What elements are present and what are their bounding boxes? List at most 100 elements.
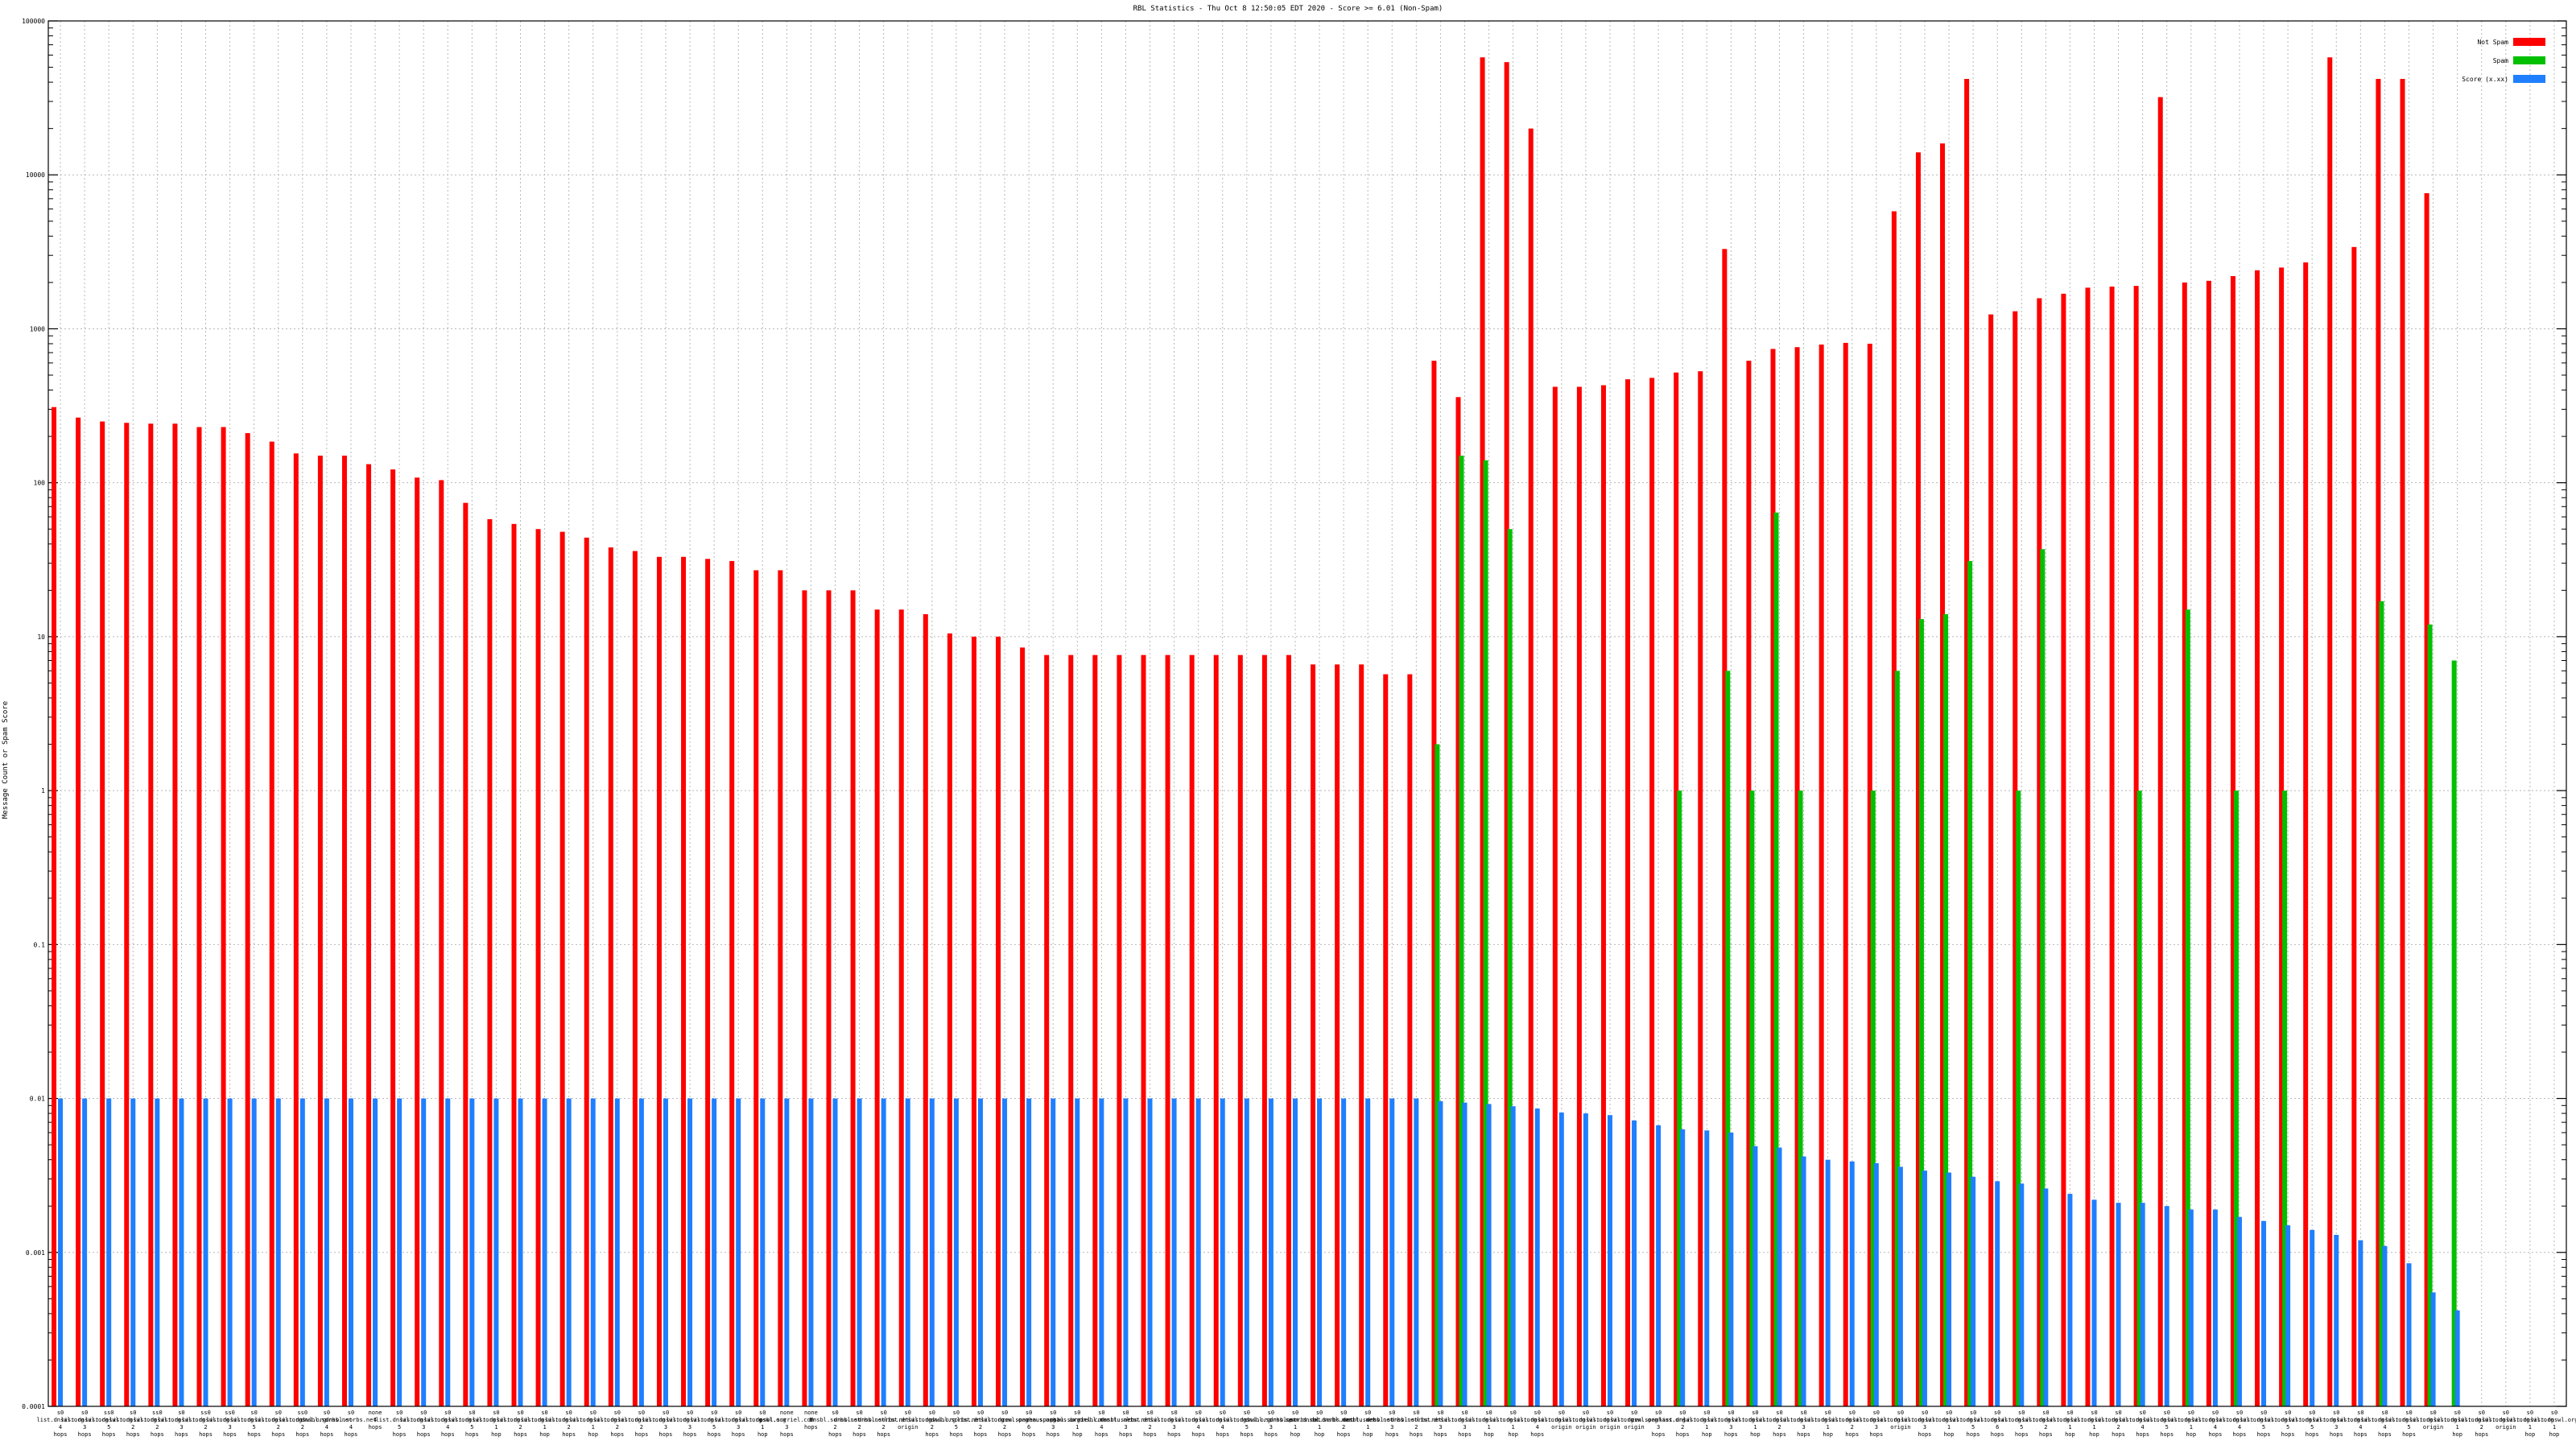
bar-not-spam (124, 423, 130, 1406)
bar-spam (2040, 549, 2046, 1406)
bar-not-spam (1431, 361, 1437, 1406)
bar-not-spam (559, 531, 565, 1407)
bar-not-spam (898, 609, 904, 1406)
bar-not-spam (2206, 280, 2211, 1406)
bar-score-x-xx (1680, 1129, 1686, 1406)
bar-score-x-xx (1220, 1098, 1225, 1406)
x-tick-label: s0 list.dnswl.org 5 hops (2143, 1410, 2190, 1438)
bar-not-spam (2182, 282, 2187, 1406)
bar-score-x-xx (299, 1098, 305, 1406)
bar-not-spam (1311, 664, 1316, 1406)
bar-not-spam (1674, 372, 1679, 1406)
x-tick-label: s0 dnsbl.sorbs.net 2 hops (810, 1410, 861, 1438)
bar-score-x-xx (1971, 1176, 1976, 1406)
x-tick-label: s0 list.dnswl.org 2 hops (1126, 1410, 1174, 1438)
bar-score-x-xx (1099, 1098, 1104, 1406)
bar-score-x-xx (2430, 1292, 2436, 1406)
x-axis-tick-labels: s0 list.dnswl.org 4 hops s0 list.dnswl.org 3 ho… (37, 1410, 2576, 1438)
x-tick-label: s0 list.dnswl.org 2 hops (593, 1410, 641, 1438)
x-tick-label: s0 list.dnswl.org 2 hops (1828, 1410, 1876, 1438)
bar-not-spam (1407, 674, 1413, 1406)
bar-score-x-xx (1632, 1120, 1637, 1406)
bar-not-spam (1092, 654, 1098, 1406)
bar-not-spam (415, 477, 420, 1406)
bar-score-x-xx (881, 1098, 886, 1406)
x-tick-label: s0 list.dnswl.org 1 hop (569, 1410, 617, 1438)
bar-score-x-xx (1534, 1108, 1540, 1406)
y-tick-label: 1000 (30, 325, 45, 332)
bar-score-x-xx (905, 1098, 910, 1406)
x-tick-label: s0 list.dnswl.org 1 hop (473, 1410, 520, 1438)
bar-not-spam (802, 590, 807, 1406)
bar-spam (1749, 791, 1755, 1406)
bar-not-spam (1649, 378, 1655, 1406)
y-axis-label: Message Count or Spam Score (2, 701, 10, 819)
bar-not-spam (2376, 79, 2381, 1407)
bar-not-spam (2230, 275, 2235, 1407)
bar-not-spam (390, 469, 396, 1406)
bar-spam (2185, 609, 2190, 1406)
bar-not-spam (2255, 270, 2260, 1406)
bar-not-spam (1480, 57, 1485, 1407)
bar-spam (1943, 613, 1949, 1406)
x-tick-label: s0 dnsbl.sorbs.net 2 hops (834, 1410, 885, 1438)
x-tick-label: ss0 list.dnswl.org 2 hops (279, 1410, 326, 1438)
bar-not-spam (584, 537, 589, 1406)
bar-score-x-xx (1873, 1162, 1879, 1406)
bar-score-x-xx (2310, 1229, 2315, 1406)
bar-not-spam (341, 455, 347, 1406)
bar-spam (1725, 671, 1731, 1406)
bar-not-spam (947, 633, 952, 1406)
bar-spam (1967, 560, 1973, 1406)
y-tick-label: 1 (41, 787, 45, 795)
bar-not-spam (487, 518, 493, 1406)
bar-not-spam (1600, 385, 1606, 1406)
x-tick-label: ss0 list.dnswl.org 2 hops (134, 1410, 181, 1438)
legend-swatch (2513, 38, 2545, 46)
bar-score-x-xx (1897, 1166, 1903, 1406)
bar-score-x-xx (518, 1098, 523, 1406)
bar-score-x-xx (1341, 1098, 1347, 1406)
bar-spam (1435, 744, 1440, 1406)
bar-not-spam (293, 453, 299, 1406)
bar-not-spam (463, 502, 469, 1406)
bar-score-x-xx (2406, 1263, 2412, 1406)
bar-not-spam (100, 421, 105, 1406)
bar-not-spam (1964, 79, 1970, 1407)
bar-not-spam (1141, 654, 1146, 1406)
legend-label: Not Spam (2477, 39, 2508, 46)
bar-score-x-xx (929, 1098, 935, 1406)
bar-not-spam (1068, 654, 1074, 1406)
bar-not-spam (2279, 267, 2285, 1406)
x-tick-label: s0 list.dnswl.org 5 hops (1950, 1410, 1997, 1438)
bar-score-x-xx (1583, 1113, 1588, 1406)
bar-not-spam (1940, 143, 1946, 1406)
x-tick-label: s0 list.dnswl.org 3 hops (1441, 1410, 1488, 1438)
legend-swatch (2513, 56, 2545, 64)
x-tick-label: s0 list.dnswl.org 2 hops (1756, 1410, 1803, 1438)
y-tick-label: 10 (37, 634, 45, 641)
bar-score-x-xx (373, 1098, 378, 1406)
bar-score-x-xx (760, 1098, 766, 1406)
bar-score-x-xx (130, 1098, 136, 1406)
bar-score-x-xx (1123, 1098, 1129, 1406)
bar-not-spam (1020, 647, 1026, 1406)
x-tick-label: s0 list.dnswl.org 3 hops (1417, 1410, 1464, 1438)
x-tick-label: s0 list.dnswl.org 5 hops (230, 1410, 278, 1438)
bar-score-x-xx (687, 1098, 693, 1406)
bar-not-spam (2109, 287, 2115, 1406)
bar-spam (2136, 791, 2142, 1406)
x-tick-label: s0 list.dnswl.org 2 hops (109, 1410, 157, 1438)
bar-score-x-xx (1051, 1098, 1056, 1406)
bar-score-x-xx (1728, 1132, 1734, 1406)
bar-not-spam (1237, 654, 1243, 1406)
x-tick-label: s0 list.dnswl.org 4 hops (37, 1410, 85, 1438)
x-tick-label: s0 ix.dnsbl.manitu.net 4 hops (1069, 1410, 1133, 1438)
bar-not-spam (1189, 654, 1195, 1406)
x-tick-label: s0 list.dnswl.org 2 hops (617, 1410, 665, 1438)
x-tick-label: s0 list.dnswl.org 3 hops (158, 1410, 205, 1438)
bar-not-spam (1891, 211, 1897, 1406)
bar-not-spam (778, 570, 783, 1406)
bar-score-x-xx (808, 1098, 814, 1406)
bar-not-spam (2303, 262, 2309, 1406)
